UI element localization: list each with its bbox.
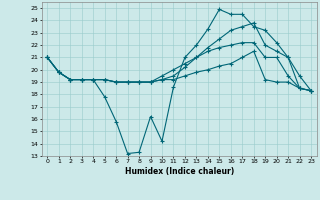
X-axis label: Humidex (Indice chaleur): Humidex (Indice chaleur) — [124, 167, 234, 176]
